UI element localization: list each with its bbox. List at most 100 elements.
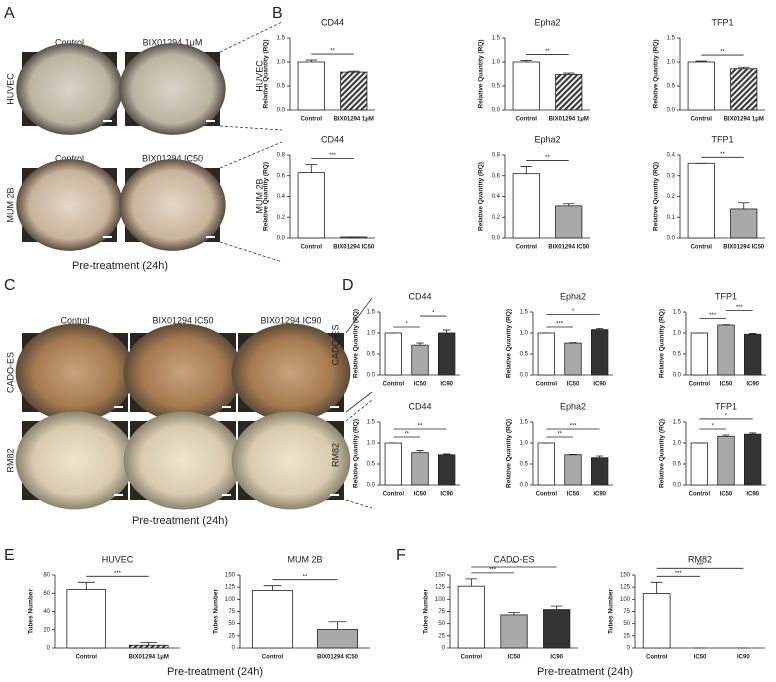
y-tick-label: 0.5 bbox=[492, 84, 501, 90]
x-tick-label: IC50 bbox=[720, 382, 733, 388]
bar bbox=[384, 332, 403, 376]
y-tick-label: 0.3 bbox=[667, 173, 676, 179]
chart: CD44 Relative Quantity (RQ) 0.0 0.5 1.0 1.5 Co… bbox=[353, 401, 460, 498]
y-tick-label: 0.0 bbox=[492, 108, 501, 114]
chart: CD44 Relative Quantity (RQ) 0.0 0.2 0.4 0.6 0.… bbox=[263, 134, 375, 251]
y-tick-label: 1.5 bbox=[673, 310, 682, 316]
y-tick-label: 0.6 bbox=[277, 173, 286, 179]
x-tick-label: IC50 bbox=[567, 492, 580, 498]
bar bbox=[687, 61, 715, 111]
y-tick-label: 125 bbox=[225, 585, 236, 591]
chart: Epha2 Relative Quantity (RQ) 0.0 0.5 1.0 1.5 C… bbox=[506, 401, 613, 498]
y-tick-label: 50 bbox=[623, 621, 630, 627]
x-tick-label: BIX01294 IC50 bbox=[548, 245, 590, 251]
y-tick-label: 150 bbox=[225, 573, 236, 579]
significance-label: * bbox=[711, 424, 714, 430]
y-axis-label: Relative Quantity (RQ) bbox=[659, 419, 666, 488]
y-tick-label: 1.0 bbox=[277, 60, 286, 66]
y-tick-label: 0.0 bbox=[520, 373, 529, 379]
photo-label: Control bbox=[60, 315, 89, 325]
significance-label: ** bbox=[512, 562, 517, 568]
x-tick-label: IC90 bbox=[737, 655, 750, 661]
y-tick-label: 0.4 bbox=[492, 194, 501, 200]
error-bar bbox=[416, 342, 424, 346]
y-axis-label: Tubes Number bbox=[28, 589, 35, 634]
x-tick-label: IC50 bbox=[414, 492, 427, 498]
bar bbox=[411, 452, 429, 486]
chart-title: RM82 bbox=[688, 554, 712, 564]
scale-bar bbox=[222, 494, 231, 496]
error-bar bbox=[328, 621, 347, 630]
x-tick-label: IC50 bbox=[567, 382, 580, 388]
error-bar bbox=[305, 163, 318, 173]
bar bbox=[690, 442, 708, 486]
chart-title: CD44 bbox=[408, 401, 431, 411]
x-tick-label: Control bbox=[536, 382, 558, 388]
y-axis-label: Relative Quantity (RQ) bbox=[353, 419, 360, 488]
bar bbox=[128, 644, 169, 649]
y-tick-label: 0.5 bbox=[673, 352, 682, 358]
chart-title: CD44 bbox=[321, 17, 344, 27]
scale-bar bbox=[103, 120, 112, 122]
chart-title: Epha2 bbox=[534, 17, 560, 27]
y-tick-label: 0.0 bbox=[277, 236, 286, 242]
x-tick-label: IC50 bbox=[414, 382, 427, 388]
chart-title: Epha2 bbox=[560, 401, 586, 411]
significance-label: *** bbox=[696, 563, 704, 569]
y-tick-label: 1.5 bbox=[520, 420, 529, 426]
significance-label: ** bbox=[303, 574, 308, 580]
y-tick-label: 1.0 bbox=[673, 331, 682, 337]
error-bar bbox=[695, 60, 708, 62]
photo-well bbox=[16, 159, 123, 251]
panel-letter: A bbox=[4, 5, 15, 22]
y-tick-label: 0.8 bbox=[277, 153, 286, 159]
significance-label: *** bbox=[556, 322, 564, 328]
y-tick-label: 1.0 bbox=[367, 331, 376, 337]
y-tick-label: 1.5 bbox=[492, 36, 501, 42]
photo-well bbox=[119, 159, 226, 251]
significance-label: ** bbox=[720, 50, 725, 56]
chart: CD44 Relative Quantity (RQ) 0.0 0.5 1.0 1.5 Co… bbox=[353, 291, 460, 388]
x-tick-label: IC50 bbox=[694, 655, 707, 661]
x-tick-label: Control bbox=[691, 117, 713, 123]
scale-bar bbox=[114, 494, 123, 496]
bar bbox=[316, 629, 359, 649]
significance-label: ** bbox=[418, 424, 423, 430]
y-tick-label: 0.4 bbox=[667, 153, 676, 159]
error-bar bbox=[520, 60, 533, 62]
x-tick-label: BIX01294 IC50 bbox=[317, 655, 359, 661]
x-tick-label: BIX01294 1μM bbox=[334, 117, 374, 123]
x-tick-label: BIX01294 1μM bbox=[129, 655, 169, 661]
error-bar bbox=[749, 333, 757, 335]
chart-title: CADO-ES bbox=[493, 554, 534, 564]
x-tick-label: Control bbox=[689, 492, 711, 498]
chart: Epha2 Relative Quantity (RQ) 0.0 0.5 1.0 1.5 C… bbox=[506, 291, 613, 388]
bar bbox=[730, 68, 758, 111]
photo-well bbox=[16, 43, 123, 135]
y-tick-label: 0.8 bbox=[492, 153, 501, 159]
row-label: HUVEC bbox=[5, 73, 15, 105]
y-tick-label: 75 bbox=[623, 609, 630, 615]
panel-letter: C bbox=[4, 277, 16, 294]
x-tick-label: Control bbox=[691, 245, 713, 251]
x-tick-label: Control bbox=[301, 245, 323, 251]
panel-letter: E bbox=[4, 547, 15, 564]
y-tick-label: 25 bbox=[228, 633, 235, 639]
y-tick-label: 0.0 bbox=[673, 483, 682, 489]
row-label: MUM 2B bbox=[254, 178, 264, 213]
zoom-lines bbox=[219, 21, 373, 509]
photo-label: BIX01294 IC90 bbox=[260, 315, 321, 325]
error-bar bbox=[508, 612, 520, 615]
y-tick-label: 1.0 bbox=[673, 441, 682, 447]
y-tick-label: 125 bbox=[620, 585, 631, 591]
error-bar bbox=[737, 66, 750, 69]
y-tick-label: 100 bbox=[435, 597, 446, 603]
y-tick-label: 0.0 bbox=[492, 236, 501, 242]
error-bar bbox=[562, 203, 575, 206]
significance-label: ** bbox=[404, 432, 409, 438]
y-tick-label: 0.6 bbox=[492, 173, 501, 179]
caption: Pre-treatment (24h) bbox=[72, 260, 168, 272]
chart: TFP1 Relative Quantity (RQ) 0.0 0.5 1.0 1.5 Co… bbox=[659, 401, 766, 498]
y-tick-label: 1.0 bbox=[367, 441, 376, 447]
error-bar bbox=[140, 642, 158, 646]
